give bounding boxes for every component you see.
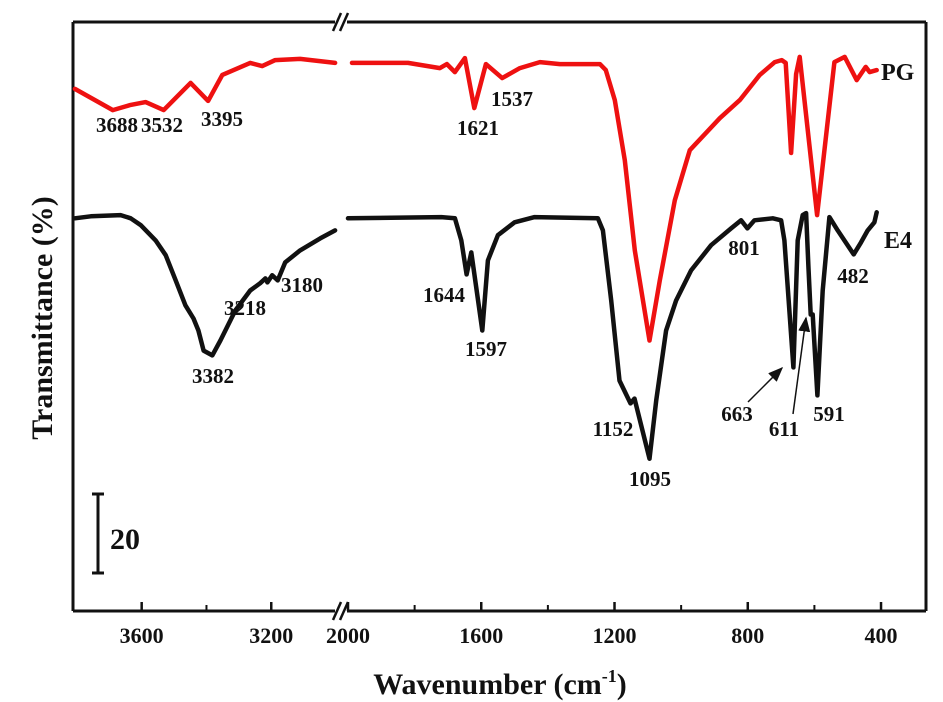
plot-frame	[71, 12, 928, 621]
x-axis-title-main: Wavenumber (cm	[373, 668, 602, 701]
series-labels: PG E4	[881, 60, 915, 254]
peak-label-591: 591	[813, 402, 845, 426]
peak-label-3218: 3218	[224, 296, 266, 320]
series-label-e4: E4	[884, 228, 912, 254]
scale-bar: 20	[92, 492, 140, 575]
scale-bar-label: 20	[110, 523, 140, 556]
curves	[72, 54, 879, 461]
peak-label-611: 611	[769, 417, 799, 441]
series-label-pg: PG	[881, 60, 915, 86]
x-tick-label: 3200	[249, 623, 293, 648]
peak-label-1095: 1095	[629, 467, 671, 491]
peak-annotations: 3688 3532 3395 1621 1537 3382 3218 3180 1644 1597…	[96, 87, 869, 491]
x-tick-label: 400	[865, 623, 898, 648]
x-tick-label: 800	[731, 623, 764, 648]
x-tick-label: 1600	[459, 623, 503, 648]
peak-label-1537: 1537	[491, 87, 533, 111]
peak-label-1152: 1152	[593, 417, 634, 441]
axis-break-mark	[331, 601, 343, 621]
x-tick-label: 2000	[326, 623, 370, 648]
peak-label-3395: 3395	[201, 107, 243, 131]
x-axis-title: Wavenumber (cm-1)	[373, 666, 627, 701]
peak-label-1621: 1621	[457, 116, 499, 140]
y-axis-title: Transmittance (%)	[26, 196, 59, 440]
x-axis-title-end: )	[617, 668, 627, 701]
peak-label-482: 482	[837, 264, 869, 288]
arrow-663	[747, 366, 784, 403]
axis-break-mark	[331, 12, 343, 32]
axis-break-mark	[338, 12, 350, 32]
x-axis-ticks: 3600 3200 2000 1600 1200 800 400	[120, 602, 898, 648]
peak-label-1597: 1597	[465, 337, 507, 361]
peak-label-3688: 3688	[96, 113, 138, 137]
peak-label-663: 663	[721, 402, 753, 426]
peak-label-3532: 3532	[141, 113, 183, 137]
series-pg-line	[72, 56, 338, 113]
x-axis-title-sup: -1	[602, 666, 617, 686]
series-pg-line	[349, 54, 879, 343]
x-tick-label: 1200	[593, 623, 637, 648]
peak-label-3382: 3382	[192, 364, 234, 388]
peak-label-801: 801	[728, 236, 760, 260]
series-e4-line	[345, 210, 879, 461]
peak-label-3180: 3180	[281, 273, 323, 297]
x-tick-label: 3600	[120, 623, 164, 648]
arrow-611	[792, 316, 811, 415]
series-e4-line	[72, 212, 338, 358]
axis-break-mark	[338, 601, 350, 621]
peak-label-1644: 1644	[423, 283, 466, 307]
